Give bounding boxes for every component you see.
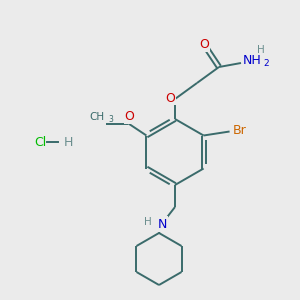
- Text: O: O: [199, 38, 209, 52]
- Text: N: N: [157, 218, 167, 230]
- Text: H: H: [64, 136, 74, 148]
- Text: O: O: [165, 92, 175, 104]
- Text: H: H: [257, 45, 265, 55]
- Text: O: O: [124, 110, 134, 123]
- Text: H: H: [144, 217, 152, 227]
- Text: Cl: Cl: [34, 136, 46, 148]
- Text: Br: Br: [233, 124, 247, 137]
- Text: 3: 3: [108, 115, 113, 124]
- Text: NH: NH: [243, 55, 261, 68]
- Text: 2: 2: [263, 59, 268, 68]
- Text: CH: CH: [90, 112, 105, 122]
